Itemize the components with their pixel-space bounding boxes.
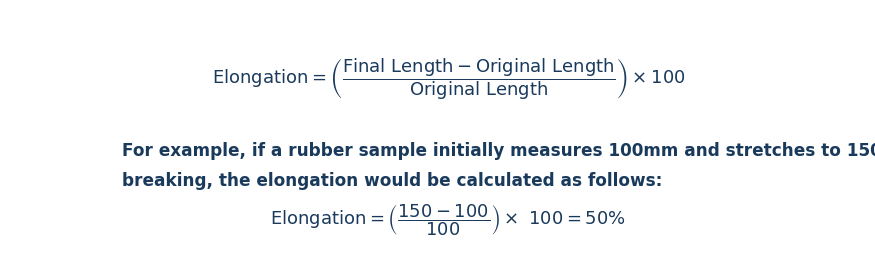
Text: breaking, the elongation would be calculated as follows:: breaking, the elongation would be calcul…: [122, 172, 662, 190]
Text: $\mathregular{Elongation} = \left(\dfrac{150 - 100}{100}\right)\times\ 100 = 50\: $\mathregular{Elongation} = \left(\dfrac…: [270, 203, 626, 238]
Text: For example, if a rubber sample initially measures 100mm and stretches to 150mm : For example, if a rubber sample initiall…: [122, 142, 875, 160]
Text: $\mathregular{Elongation} = \left(\dfrac{\mathregular{Final\ Length} - \mathregu: $\mathregular{Elongation} = \left(\dfrac…: [212, 56, 685, 102]
